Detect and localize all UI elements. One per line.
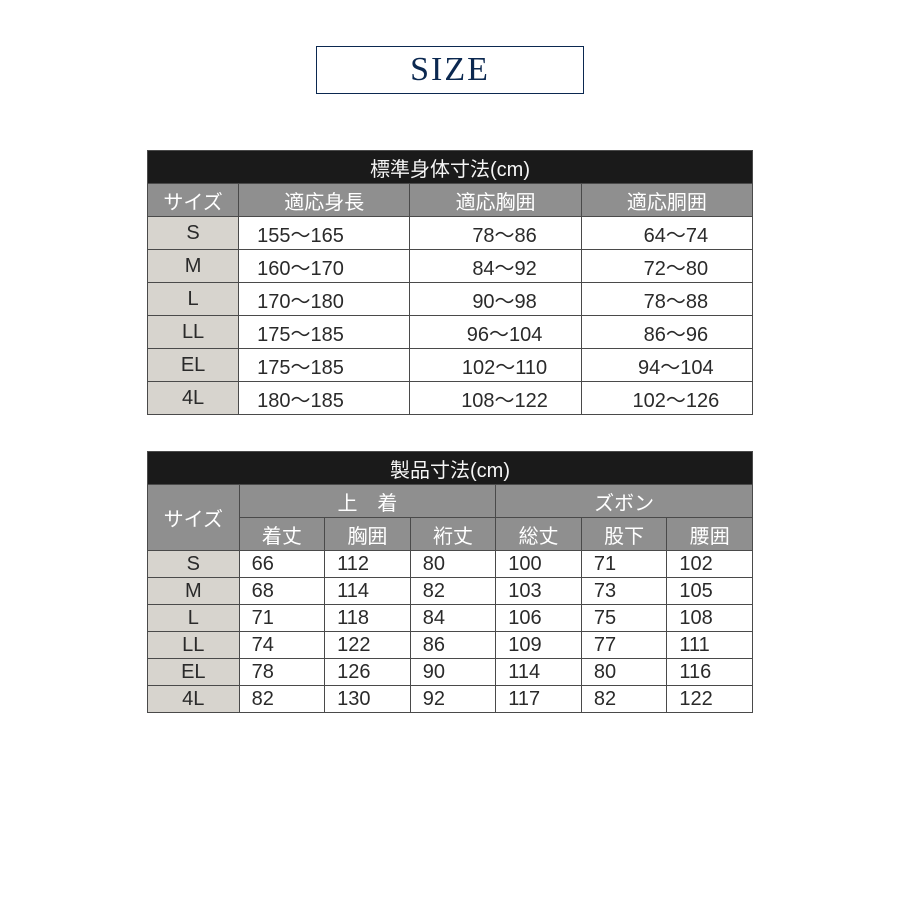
table1-header-size: サイズ bbox=[148, 184, 239, 217]
table1-header-waist: 適応胴囲 bbox=[581, 184, 752, 217]
table-row: EL175～185102～11094～104 bbox=[148, 349, 753, 382]
table-row: M160～17084～9272～80 bbox=[148, 250, 753, 283]
table2-sub-1: 胸囲 bbox=[325, 518, 411, 551]
table2-sub-4: 股下 bbox=[581, 518, 667, 551]
table-row: M681148210373105 bbox=[148, 578, 753, 605]
table1-header-chest: 適応胸囲 bbox=[410, 184, 581, 217]
table2-title: 製品寸法(cm) bbox=[148, 452, 753, 485]
table-row: LL175～18596～10486～96 bbox=[148, 316, 753, 349]
table-row: S155～16578～8664～74 bbox=[148, 217, 753, 250]
table-row: L170～18090～9878～88 bbox=[148, 283, 753, 316]
product-size-table: 製品寸法(cm) サイズ 上 着 ズボン 着丈 胸囲 裄丈 総丈 股下 腰囲 S… bbox=[147, 451, 753, 713]
table1-header-height: 適応身長 bbox=[239, 184, 410, 217]
table2-group-bottom: ズボン bbox=[496, 485, 753, 518]
table-row: 4L180～185108～122102～126 bbox=[148, 382, 753, 415]
table2-sub-2: 裄丈 bbox=[410, 518, 496, 551]
table2-group-top: 上 着 bbox=[239, 485, 496, 518]
table-row: 4L821309211782122 bbox=[148, 686, 753, 713]
table1-title: 標準身体寸法(cm) bbox=[148, 151, 753, 184]
table-row: S661128010071102 bbox=[148, 551, 753, 578]
table-row: EL781269011480116 bbox=[148, 659, 753, 686]
table2-sub-3: 総丈 bbox=[496, 518, 582, 551]
table2-sub-0: 着丈 bbox=[239, 518, 325, 551]
table-row: LL741228610977111 bbox=[148, 632, 753, 659]
table-row: L711188410675108 bbox=[148, 605, 753, 632]
size-badge-label: SIZE bbox=[317, 47, 583, 93]
table2-sub-5: 腰囲 bbox=[667, 518, 753, 551]
table2-header-size: サイズ bbox=[148, 485, 240, 551]
size-badge: SIZE bbox=[316, 46, 584, 94]
body-size-table: 標準身体寸法(cm) サイズ 適応身長 適応胸囲 適応胴囲 S155～16578… bbox=[147, 150, 753, 415]
